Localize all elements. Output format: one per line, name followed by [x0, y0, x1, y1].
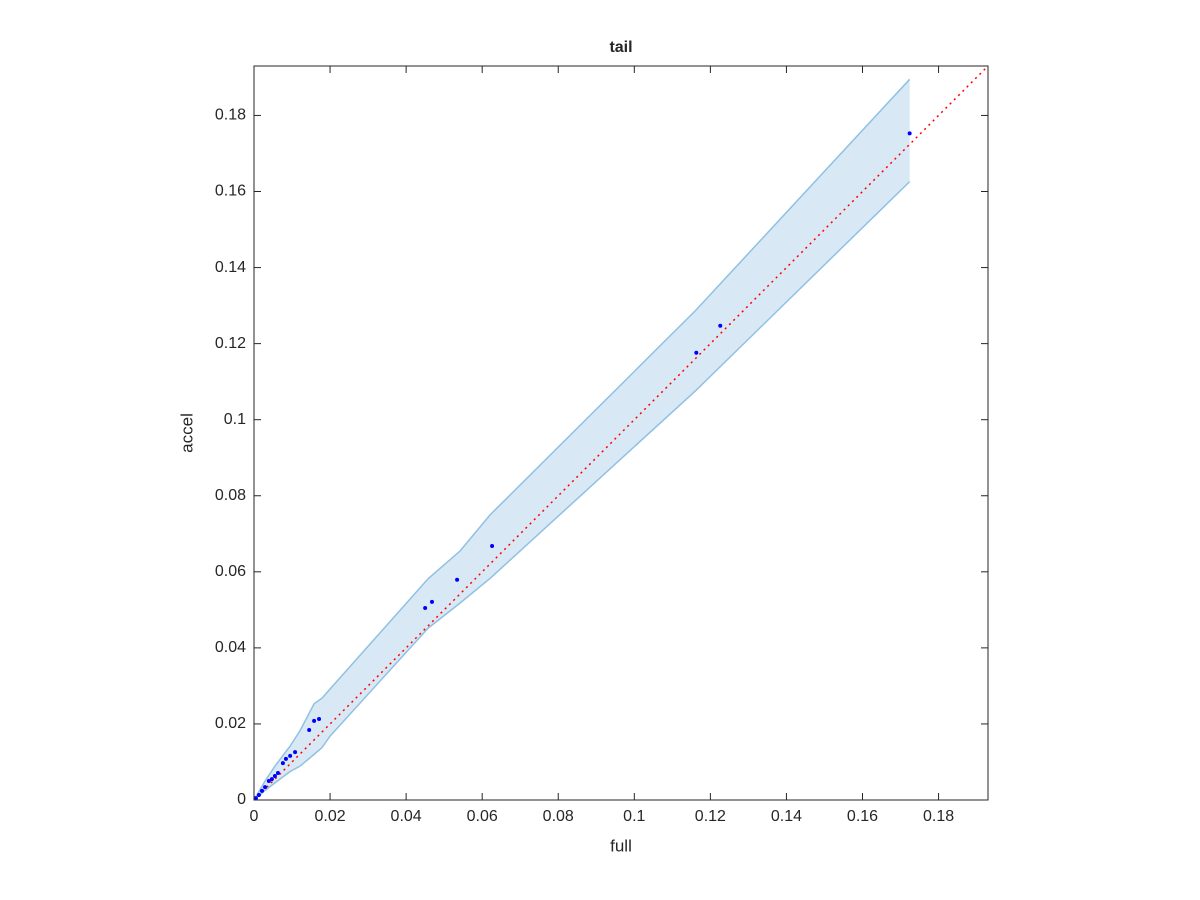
y-tick-label: 0.02 — [215, 715, 246, 732]
point — [259, 788, 264, 793]
point — [907, 131, 912, 136]
point — [317, 716, 322, 721]
point — [280, 761, 285, 766]
band-area — [254, 79, 910, 800]
plot-frame — [253, 65, 989, 801]
x-axis-label: full — [610, 836, 632, 855]
y-tick-label: 0.18 — [215, 107, 246, 124]
point — [275, 770, 280, 775]
x-tick-label: 0 — [250, 808, 259, 825]
y-tick-label: 0.16 — [215, 183, 246, 200]
point — [312, 718, 317, 723]
point — [266, 778, 271, 783]
point — [694, 350, 699, 355]
point — [288, 753, 293, 758]
y-axis-label: accel — [177, 413, 196, 453]
point — [423, 605, 428, 610]
y-tick-label: 0.04 — [215, 639, 246, 656]
reference-line — [253, 65, 989, 801]
x-tick-label: 0.08 — [543, 808, 574, 825]
x-tick-label: 0.1 — [623, 808, 645, 825]
point — [283, 756, 288, 761]
band-upper — [253, 78, 911, 801]
point — [269, 777, 274, 782]
x-tick-label: 0.12 — [695, 808, 726, 825]
y-tick-label: 0.1 — [224, 411, 246, 428]
point — [307, 728, 312, 733]
point — [429, 599, 434, 604]
x-tick-label: 0.04 — [391, 808, 422, 825]
band-lower — [253, 181, 911, 801]
y-tick-label: 0.06 — [215, 563, 246, 580]
point — [253, 796, 258, 801]
chart-title: tail — [609, 39, 632, 56]
x-tick-label: 0.14 — [771, 808, 802, 825]
y-tick-label: 0.12 — [215, 335, 246, 352]
x-tick-label: 0.02 — [314, 808, 345, 825]
x-tick-label: 0.16 — [847, 808, 878, 825]
point — [293, 750, 298, 755]
y-tick-label: 0 — [237, 791, 246, 808]
point — [256, 793, 261, 798]
y-tick-label: 0.08 — [215, 487, 246, 504]
x-tick-label: 0.06 — [467, 808, 498, 825]
x-tick-label: 0.18 — [923, 808, 954, 825]
point — [455, 577, 460, 582]
point — [490, 543, 495, 548]
point — [272, 774, 277, 779]
point — [718, 323, 723, 328]
point — [263, 785, 268, 790]
y-tick-label: 0.14 — [215, 259, 246, 276]
